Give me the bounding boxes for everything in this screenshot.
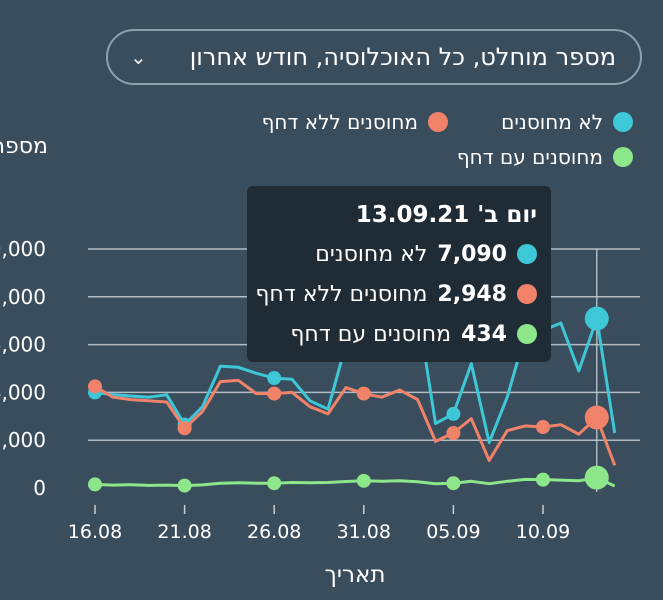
tooltip-value-vaccinated-booster: 434 — [461, 321, 507, 347]
tooltip-value-unvaccinated: 7,090 — [437, 241, 507, 267]
legend-item-vaccinated-booster[interactable]: מחוסנים עם דחף — [457, 145, 633, 169]
legend-dot-vaccinated-no-booster — [428, 112, 448, 132]
data-point-vaccinated_booster — [177, 478, 192, 493]
data-point-unvaccinated — [446, 406, 461, 421]
data-point-vaccinated_no_booster — [446, 426, 461, 441]
x-tick-label: 05.09 — [426, 521, 480, 543]
data-point-unvaccinated — [267, 371, 282, 386]
x-tick-label: 26.08 — [247, 521, 301, 543]
tooltip-row-unvaccinated: 7,090 לא מחוסנים — [261, 234, 537, 274]
y-tick-label: 6,000 — [0, 333, 46, 357]
tooltip-row-vaccinated-booster: 434 מחוסנים עם דחף — [261, 314, 537, 354]
tooltip-row-vaccinated-no-booster: 2,948 מחוסנים ללא דחף — [255, 274, 537, 314]
y-axis-title: מספר מאומתים יומי — [0, 134, 48, 159]
chevron-down-icon: ⌄ — [130, 45, 147, 69]
data-point-vaccinated_booster — [584, 465, 609, 490]
data-point-vaccinated_no_booster — [584, 405, 609, 430]
tooltip-dot-unvaccinated — [517, 244, 537, 264]
dropdown-selected-label: מספר מוחלט, כל האוכלוסיה, חודש אחרון — [189, 43, 616, 71]
tooltip-dot-vaccinated-no-booster — [517, 284, 537, 304]
y-tick-label: 8,000 — [0, 285, 46, 309]
x-tick-label: 10.09 — [516, 521, 570, 543]
data-point-vaccinated_no_booster — [356, 386, 371, 401]
data-point-unvaccinated — [584, 306, 609, 331]
data-point-vaccinated_no_booster — [88, 379, 102, 394]
tooltip-value-vaccinated-no-booster: 2,948 — [437, 281, 507, 307]
y-tick-label: 4,000 — [0, 380, 46, 404]
legend-dot-vaccinated-booster — [613, 147, 633, 167]
legend-label-unvaccinated: לא מחוסנים — [501, 110, 603, 134]
x-tick-label: 21.08 — [157, 521, 211, 543]
data-point-vaccinated_booster — [446, 476, 461, 491]
tooltip-dot-vaccinated-booster — [517, 324, 537, 344]
tooltip-date: יום ב' 13.09.21 — [355, 202, 537, 228]
x-axis-title: תאריך — [324, 562, 386, 588]
legend-dot-unvaccinated — [613, 112, 633, 132]
data-point-vaccinated_booster — [88, 477, 102, 492]
data-point-vaccinated_booster — [356, 473, 371, 488]
tooltip-label-vaccinated-booster: מחוסנים עם דחף — [290, 321, 452, 347]
y-tick-label: 10,000 — [0, 237, 46, 261]
population-period-dropdown[interactable]: ⌄ מספר מוחלט, כל האוכלוסיה, חודש אחרון — [106, 29, 642, 85]
data-point-vaccinated_no_booster — [267, 386, 282, 401]
y-tick-label: 2,000 — [0, 428, 46, 452]
tooltip-label-unvaccinated: לא מחוסנים — [315, 241, 428, 267]
y-tick-label: 0 — [33, 476, 46, 500]
data-point-vaccinated_no_booster — [177, 421, 192, 436]
legend-item-vaccinated-no-booster[interactable]: מחוסנים ללא דחף — [262, 110, 448, 134]
data-point-vaccinated_no_booster — [536, 420, 550, 435]
tooltip-label-vaccinated-no-booster: מחוסנים ללא דחף — [255, 281, 428, 307]
x-tick-label: 16.08 — [68, 521, 122, 543]
chart-tooltip: יום ב' 13.09.21 7,090 לא מחוסנים 2,948 מ… — [247, 186, 551, 362]
data-point-vaccinated_booster — [536, 472, 550, 487]
legend-label-vaccinated-no-booster: מחוסנים ללא דחף — [261, 110, 418, 134]
legend-label-vaccinated-booster: מחוסנים עם דחף — [456, 145, 603, 169]
x-tick-label: 31.08 — [337, 521, 391, 543]
legend-item-unvaccinated[interactable]: לא מחוסנים — [501, 110, 633, 134]
data-point-vaccinated_booster — [267, 476, 282, 491]
